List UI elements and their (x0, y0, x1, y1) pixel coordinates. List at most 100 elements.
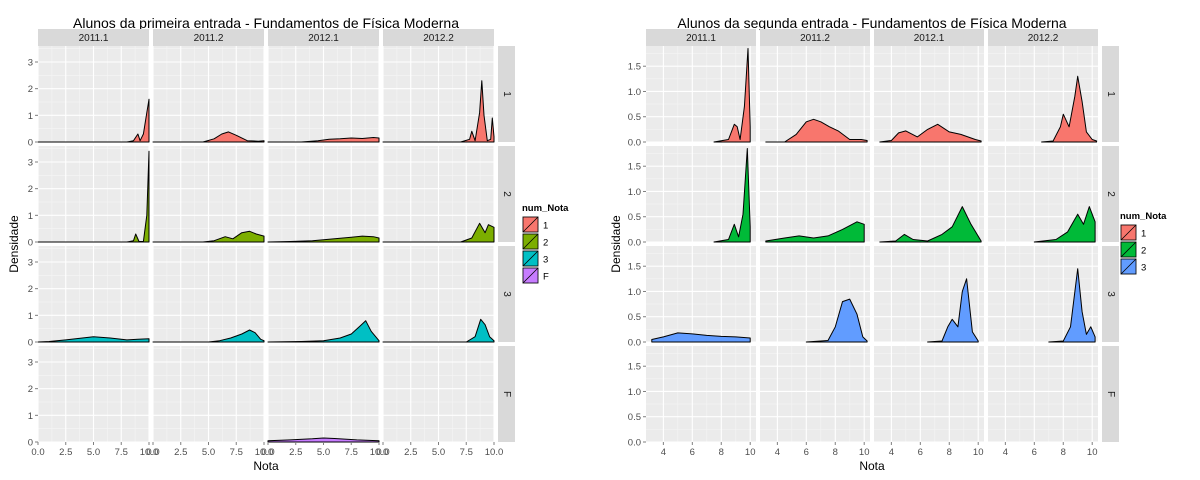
facet-panel (382, 246, 495, 343)
density-area (651, 332, 751, 343)
density-area (267, 320, 380, 343)
facet-panel (37, 246, 150, 343)
x-tick-label: 4 (661, 447, 666, 458)
y-tick-label: 3 (28, 258, 33, 269)
x-tick-label: 7.5 (230, 447, 243, 458)
column-strip-label: 2011.1 (686, 33, 716, 44)
row-strip-label: 2 (1105, 191, 1116, 197)
x-tick-label: 5.0 (317, 447, 330, 458)
x-tick-label: 2.5 (174, 447, 187, 458)
y-tick-label: 0.5 (628, 112, 641, 123)
y-tick-label: 0.0 (628, 238, 641, 249)
y-tick-label: 2 (28, 384, 33, 395)
x-tick-label: 6 (804, 447, 809, 458)
column-strip-label: 2011.2 (800, 33, 830, 44)
x-tick-label: 10 (1087, 447, 1098, 458)
column-strip-label: 2011.1 (79, 33, 109, 44)
x-tick-label: 4 (775, 447, 780, 458)
row-strip-label: F (1105, 391, 1116, 397)
y-tick-label: 0 (28, 238, 33, 249)
x-axis-label: Nota (253, 459, 279, 473)
facet-panel (874, 246, 984, 343)
column-strip (38, 29, 149, 46)
column-strip (153, 29, 264, 46)
panel-background (646, 246, 756, 342)
density-area (805, 298, 868, 343)
x-tick-label: 0.0 (261, 447, 274, 458)
x-tick-label: 6 (690, 447, 695, 458)
row-strip (1102, 46, 1119, 142)
panel-background (988, 346, 1098, 442)
column-strip-label: 2012.2 (423, 33, 454, 44)
y-tick-label: 1.0 (628, 287, 641, 298)
x-tick-label: 6 (1032, 447, 1037, 458)
x-tick-label: 10.0 (255, 447, 274, 458)
density-area (152, 230, 265, 243)
density-area (765, 118, 868, 143)
x-tick-label: 10 (745, 447, 756, 458)
density-area (382, 318, 495, 343)
x-axis-label: Nota (859, 459, 885, 473)
density-area (267, 235, 380, 243)
facet-panel (988, 146, 1098, 243)
facet-panel (152, 246, 265, 343)
panel-background (874, 346, 984, 442)
y-tick-label: 3 (28, 158, 33, 169)
y-tick-label: 2 (28, 284, 33, 295)
row-strip (498, 46, 515, 142)
density-area (267, 437, 380, 443)
x-tick-label: 10 (859, 447, 870, 458)
column-strip-label: 2012.2 (1028, 33, 1059, 44)
legend-label: 1 (543, 221, 548, 232)
column-strip (760, 29, 870, 46)
x-tick-label: 0.0 (146, 447, 159, 458)
row-strip-label: 3 (1105, 291, 1116, 297)
y-tick-label: 1.0 (628, 187, 641, 198)
x-tick-label: 8 (833, 447, 838, 458)
facet-panel (267, 246, 380, 343)
y-tick-label: 1 (28, 111, 33, 122)
y-tick-label: 0.0 (628, 138, 641, 149)
legend-key-slash (522, 233, 539, 250)
facet-panel (874, 146, 984, 243)
legend-label: 2 (1141, 246, 1146, 257)
y-tick-label: 1 (28, 311, 33, 322)
legend-label: 3 (1141, 263, 1146, 274)
facet-panel (37, 146, 150, 243)
legend-key-slash (1120, 224, 1137, 241)
facet-panel (267, 46, 380, 143)
legend-key-slash (1120, 241, 1137, 258)
density-area (267, 137, 380, 143)
density-area (713, 48, 751, 143)
y-tick-label: 2 (28, 184, 33, 195)
density-area (879, 206, 982, 243)
density-area (152, 131, 265, 143)
y-tick-label: 1.0 (628, 387, 641, 398)
legend-label: 3 (543, 255, 548, 266)
x-tick-label: 2.5 (289, 447, 302, 458)
panel-background (646, 146, 756, 242)
legend-title: num_Nota (1120, 211, 1167, 222)
y-tick-label: 1.0 (628, 87, 641, 98)
chart-left: Alunos da primeira entrada - Fundamentos… (7, 15, 569, 473)
y-tick-label: 0.0 (628, 438, 641, 449)
panel-background (646, 46, 756, 142)
y-tick-label: 0.5 (628, 212, 641, 223)
facet-panel (874, 46, 984, 143)
x-tick-label: 8 (947, 447, 952, 458)
y-tick-label: 1.5 (628, 162, 641, 173)
density-area (37, 98, 150, 143)
facet-panel (267, 346, 380, 443)
legend-label: 2 (543, 238, 548, 249)
x-tick-label: 0.0 (31, 447, 44, 458)
row-strip (498, 346, 515, 442)
x-tick-label: 7.5 (460, 447, 473, 458)
x-tick-label: 0.0 (376, 447, 389, 458)
facet-panel (382, 46, 495, 143)
x-tick-label: 6 (918, 447, 923, 458)
legend-label: 1 (1141, 229, 1146, 240)
row-strip-label: 1 (1105, 91, 1116, 97)
row-strip-label: 1 (501, 91, 512, 97)
row-strip (1102, 346, 1119, 442)
